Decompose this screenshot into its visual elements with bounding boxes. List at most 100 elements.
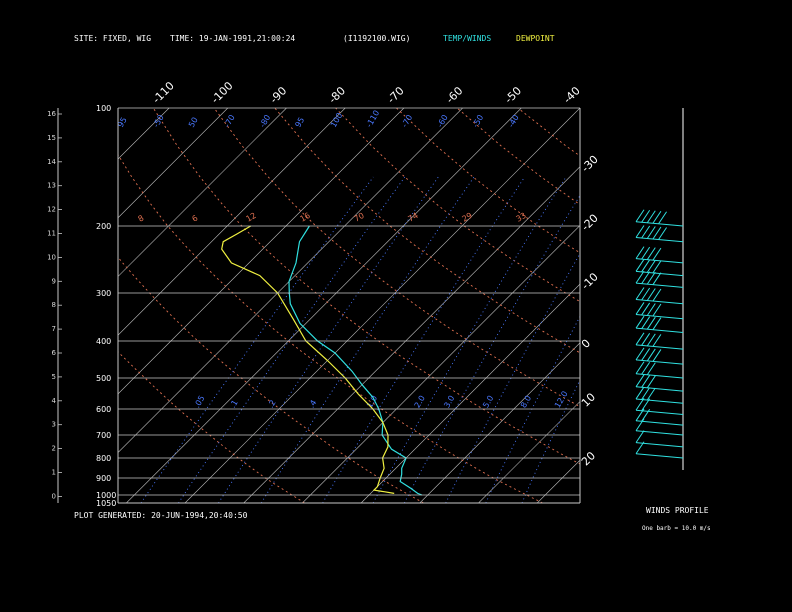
wind-barb-flag: [641, 398, 651, 412]
dry-adiabat-line: [335, 108, 580, 303]
wind-barb-flag: [646, 226, 656, 239]
right-temp-label: 10: [579, 391, 598, 410]
top-temp-label: -60: [444, 84, 466, 106]
top-temp-label: -110: [150, 79, 177, 106]
isotherm-line: [118, 108, 463, 454]
dew-legend: DEWPOINT: [516, 34, 555, 43]
isotherm-top-label: -80: [258, 113, 272, 129]
time-label: TIME: 19-JAN-1991,21:00:24: [170, 34, 295, 43]
wind-barb-flag: [641, 302, 651, 316]
top-temp-label: -100: [209, 79, 236, 106]
wind-barb-flag: [635, 430, 645, 443]
wind-barb-flag: [641, 409, 651, 422]
wind-barb-flag: [635, 302, 645, 315]
dry-adiabat-label: 6: [191, 213, 200, 223]
pressure-tick-label: 1050: [96, 499, 116, 508]
isotherm-top-label: -40: [506, 113, 520, 129]
height-tick-label: 4: [52, 397, 57, 405]
wind-barb-flag: [652, 260, 662, 274]
wind-barb-flag: [641, 333, 651, 346]
dry-adiabat-line: [118, 256, 424, 503]
wind-barb-flag: [641, 387, 651, 400]
dry-adiabat-line: [213, 108, 580, 408]
isotherm-top-label: 100: [329, 111, 344, 129]
wind-barb-flag: [646, 387, 656, 401]
wind-barb-staff: [635, 442, 684, 448]
wind-barb-flag: [652, 288, 662, 302]
dry-adiabat-label: 33: [515, 211, 528, 224]
height-tick-label: 3: [52, 421, 56, 429]
dry-adiabat-label: 70: [353, 211, 366, 224]
wind-barb-staff: [635, 298, 684, 305]
wind-barb-staff: [635, 327, 684, 333]
wind-barb-flag: [641, 271, 651, 284]
isotherm-top-label: -60: [435, 113, 449, 129]
wind-barb-flag: [635, 386, 645, 400]
site-label: SITE: FIXED, WIG: [74, 34, 151, 43]
wind-barb-flag: [646, 210, 656, 224]
wind-barb-flag: [635, 225, 645, 238]
wind-barb-flag: [646, 260, 656, 273]
height-tick-label: 5: [52, 373, 56, 381]
wind-barb-flag: [641, 209, 651, 223]
isotherm-top-label: -70: [222, 113, 236, 129]
mixing-ratio-label: 2.0: [413, 394, 427, 410]
wind-barb-flag: [635, 374, 645, 388]
pressure-tick-label: 400: [96, 337, 111, 346]
dry-adiabat-line: [639, 108, 792, 503]
wind-barb-flag: [641, 316, 651, 329]
dry-adiabat-line: [578, 108, 580, 110]
isotherm-top-label: 95: [293, 116, 306, 129]
right-temp-label: -30: [579, 153, 601, 175]
wind-barb-flag: [635, 418, 645, 432]
right-temp-label: 0: [579, 337, 593, 351]
isotherm-line: [118, 108, 405, 395]
right-temp-label: -20: [579, 212, 601, 234]
wind-barb-flag: [646, 247, 656, 260]
dry-adiabat-line: [152, 108, 580, 465]
wind-barb-staff: [635, 453, 684, 459]
isotherm-line: [0, 108, 52, 503]
dry-adiabat-label: 8: [137, 213, 146, 223]
wind-barb-flag: [646, 348, 656, 362]
wind-barb-flag: [635, 408, 645, 422]
right-temp-label: 20: [579, 449, 598, 468]
temp-legend: TEMP/WINDS: [443, 34, 491, 43]
wind-barb-flag: [646, 375, 656, 389]
isotherm-line: [118, 108, 229, 219]
top-temp-label: -70: [385, 84, 407, 106]
wind-barb-flag: [641, 375, 651, 388]
height-tick-label: 0: [52, 492, 56, 500]
dry-adiabat-line: [274, 108, 580, 354]
top-temp-label: -80: [326, 84, 348, 106]
top-temp-label: -40: [561, 84, 583, 106]
isotherm-top-label: -50: [151, 113, 165, 129]
pressure-tick-label: 900: [96, 474, 111, 483]
isotherm-line: [126, 108, 522, 503]
isotherm-line: [243, 166, 580, 503]
dewpoint-profile: [221, 225, 395, 494]
height-tick-label: 13: [47, 182, 56, 190]
wind-barb-staff: [635, 373, 684, 379]
height-tick-label: 15: [47, 134, 56, 142]
isotherm-line: [118, 108, 287, 277]
wind-barb-flag: [652, 247, 662, 261]
isotherm-line: [118, 108, 170, 160]
pressure-tick-label: 300: [96, 289, 111, 298]
mixing-ratio-label: .4: [307, 398, 319, 409]
dry-adiabat-line: [118, 351, 305, 503]
wind-barb-staff: [635, 221, 684, 227]
wind-barb-flag: [646, 316, 656, 330]
mixing-ratio-label: .05: [192, 394, 206, 410]
dry-adiabat-label: 29: [461, 211, 474, 224]
wind-barb-flag: [641, 225, 651, 239]
wind-barb-flag: [641, 348, 651, 361]
wind-barb-flag: [646, 303, 656, 316]
dry-adiabat-label: 74: [407, 211, 420, 224]
height-tick-label: 10: [47, 253, 56, 261]
wind-barb-flag: [641, 287, 651, 301]
barb-note: One barb = 10.0 m/s: [642, 525, 711, 532]
wind-barb-flag: [635, 209, 645, 223]
pressure-tick-label: 1000: [96, 491, 116, 500]
wind-barb-staff: [635, 313, 684, 320]
